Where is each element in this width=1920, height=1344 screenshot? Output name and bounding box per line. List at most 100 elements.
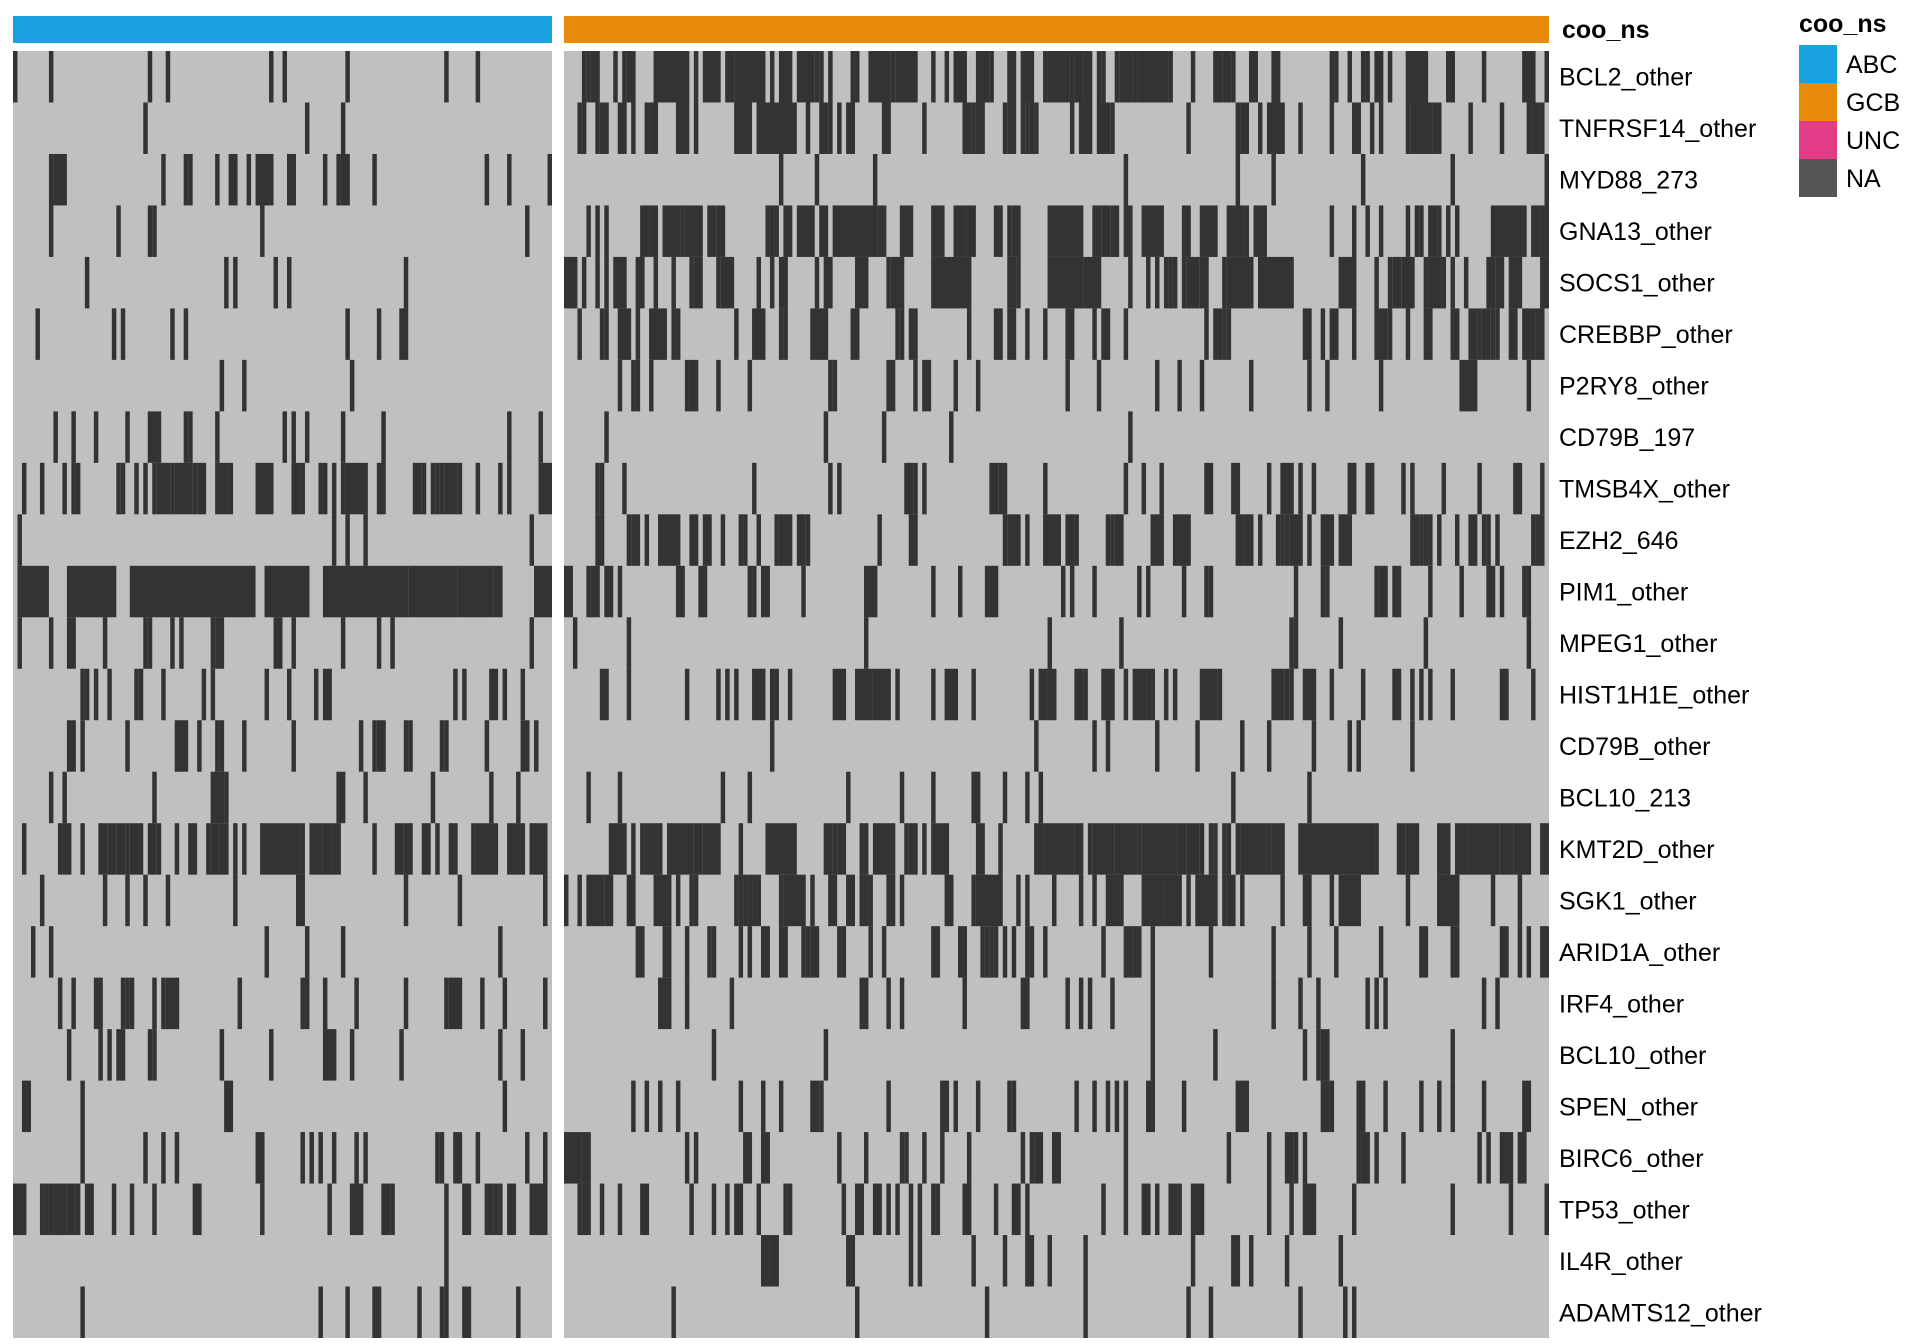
heatmap-cell xyxy=(922,1132,927,1184)
heatmap-cell xyxy=(349,1183,364,1236)
heatmap-cell xyxy=(1432,102,1442,154)
heatmap-cell xyxy=(778,153,784,206)
heatmap-cell xyxy=(778,514,793,566)
heatmap-cell xyxy=(363,514,368,566)
heatmap-cell xyxy=(129,565,256,618)
heatmap-cell xyxy=(778,874,784,927)
heatmap-cell xyxy=(1119,51,1133,103)
heatmap-cell xyxy=(1105,514,1111,566)
heatmap-cell xyxy=(756,874,761,927)
heatmap-cell xyxy=(904,1132,909,1184)
heatmap-cell xyxy=(1450,668,1455,721)
heatmap-cell xyxy=(188,153,193,206)
heatmap-cell xyxy=(899,1132,905,1184)
heatmap-cell xyxy=(931,205,945,257)
heatmap-cell xyxy=(147,1029,153,1081)
heatmap-cell xyxy=(1092,823,1115,875)
heatmap-cell xyxy=(1405,823,1420,875)
heatmap-cell xyxy=(1428,668,1433,721)
heatmap-cell xyxy=(666,926,672,978)
heatmap-cell xyxy=(689,514,699,566)
heatmap-cell xyxy=(183,308,189,360)
heatmap-cell xyxy=(675,102,690,154)
heatmap-cell xyxy=(399,1029,404,1081)
heatmap-cell xyxy=(1544,205,1549,257)
heatmap-cell xyxy=(787,668,793,721)
heatmap-cell xyxy=(1159,462,1164,515)
heatmap-cell xyxy=(1437,514,1442,566)
heatmap-cell xyxy=(1047,668,1057,721)
heatmap-cell xyxy=(917,1235,923,1287)
heatmap-cell xyxy=(966,1132,972,1184)
heatmap-cell xyxy=(984,565,999,618)
heatmap-cell xyxy=(689,256,694,309)
heatmap-cell xyxy=(1284,1235,1290,1287)
heatmap-cell xyxy=(475,462,481,515)
heatmap-cell xyxy=(1235,823,1241,875)
heatmap-cell xyxy=(819,205,829,257)
heatmap-cell xyxy=(675,308,681,360)
heatmap-cell xyxy=(1352,1286,1357,1338)
heatmap-cell xyxy=(734,874,739,927)
heatmap-cell xyxy=(689,874,694,927)
heatmap-cell xyxy=(120,308,126,360)
heatmap-cell xyxy=(1150,514,1164,566)
heatmap-cell xyxy=(1401,256,1415,309)
heatmap-cell xyxy=(17,617,22,669)
heatmap-cell xyxy=(309,1132,314,1184)
heatmap-cell xyxy=(1011,1080,1017,1133)
heatmap-cell xyxy=(457,874,463,927)
heatmap-cell xyxy=(1526,565,1532,618)
heatmap-cell xyxy=(1199,256,1209,309)
heatmap-cell xyxy=(1544,51,1549,103)
heatmap-cell xyxy=(895,1183,900,1236)
heatmap-cell xyxy=(1450,308,1460,360)
heatmap-cell xyxy=(439,1132,445,1184)
heatmap-cell xyxy=(931,926,941,978)
heatmap-cell xyxy=(53,153,67,206)
heatmap-cell xyxy=(1043,308,1048,360)
heatmap-cell xyxy=(538,1183,548,1236)
heatmap-cell xyxy=(931,256,958,309)
heatmap-cell xyxy=(215,462,229,515)
heatmap-cell xyxy=(1441,462,1447,515)
heatmap-cell xyxy=(1298,102,1303,154)
heatmap-cell xyxy=(1163,256,1169,309)
heatmap-cell xyxy=(653,874,672,927)
heatmap-cell xyxy=(1490,205,1523,257)
heatmap-cell xyxy=(604,256,609,309)
heatmap-cell xyxy=(156,823,162,875)
heatmap-cell xyxy=(1540,823,1549,875)
heatmap-cell xyxy=(783,874,806,927)
heatmap-cell xyxy=(989,51,994,103)
heatmap-cell xyxy=(525,205,530,257)
heatmap-cell xyxy=(1141,874,1151,927)
heatmap-cell xyxy=(743,514,748,566)
heatmap-cell xyxy=(1213,308,1223,360)
heatmap-cell xyxy=(752,668,766,721)
heatmap-cell xyxy=(684,205,703,257)
heatmap-cell xyxy=(17,565,49,618)
heatmap-cell xyxy=(129,823,144,875)
heatmap-cell xyxy=(635,256,645,309)
heatmap-cell xyxy=(197,462,207,515)
heatmap-cell xyxy=(662,926,667,978)
heatmap-cell xyxy=(1517,926,1523,978)
heatmap-cell xyxy=(617,359,623,412)
heatmap-cell xyxy=(233,823,238,875)
heatmap-cell xyxy=(1298,823,1375,875)
heatmap-cell xyxy=(66,565,117,618)
heatmap-cell xyxy=(1307,771,1312,824)
heatmap-cell xyxy=(1405,874,1411,927)
heatmap-cell xyxy=(363,1132,368,1184)
heatmap-cell xyxy=(595,514,605,566)
heatmap-cell xyxy=(975,51,990,103)
heatmap-cell xyxy=(604,565,614,618)
heatmap-cell xyxy=(1047,617,1053,669)
heatmap-cell xyxy=(1065,256,1084,309)
heatmap-cell xyxy=(1365,977,1370,1030)
heatmap-cell xyxy=(1007,51,1017,103)
heatmap-cell xyxy=(1074,668,1084,721)
heatmap-cell xyxy=(1311,462,1317,515)
heatmap-cell xyxy=(1146,1080,1151,1133)
